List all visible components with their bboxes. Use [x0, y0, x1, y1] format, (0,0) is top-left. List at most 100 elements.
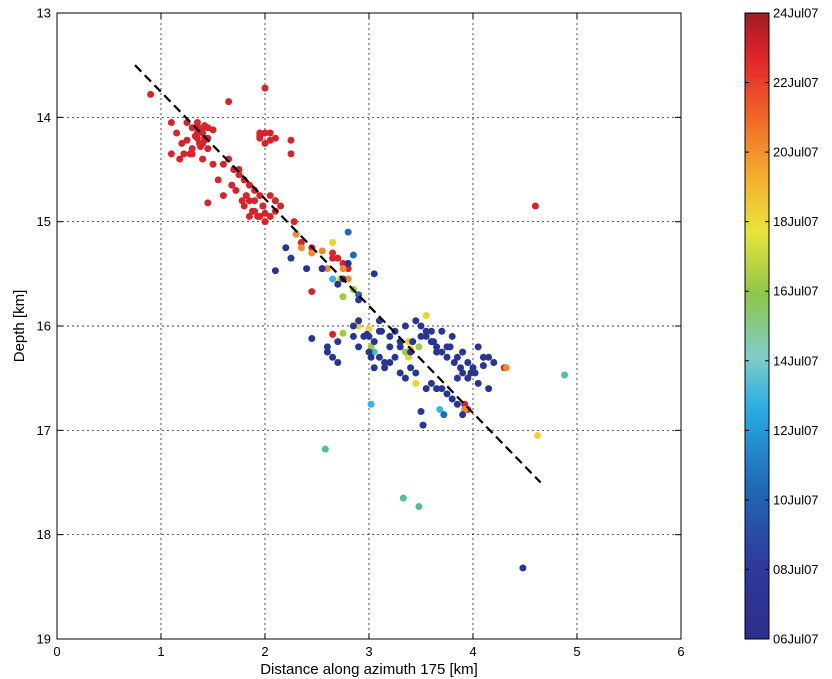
data-point	[308, 249, 316, 257]
data-point	[334, 338, 342, 346]
data-point	[318, 247, 326, 255]
point-group	[344, 228, 448, 419]
point-group	[271, 244, 527, 572]
y-tick-label: 15	[37, 214, 51, 229]
data-point	[261, 139, 269, 147]
data-point	[446, 343, 454, 351]
data-point	[485, 353, 493, 361]
data-point	[232, 186, 240, 194]
data-point	[287, 136, 295, 144]
data-point	[173, 129, 181, 137]
data-point	[349, 322, 357, 330]
data-point	[440, 411, 448, 419]
data-point	[401, 348, 409, 356]
data-point	[450, 359, 458, 367]
trend-line	[134, 64, 542, 484]
data-point	[370, 364, 378, 372]
x-tick-label: 1	[157, 644, 164, 659]
data-point	[261, 218, 269, 226]
data-point	[334, 254, 342, 262]
colorbar-label: 06Jul07	[773, 632, 819, 647]
data-point	[533, 432, 541, 440]
data-point	[209, 126, 217, 134]
data-point	[271, 197, 279, 205]
y-axis-label: Depth [km]	[11, 290, 28, 363]
data-point	[344, 259, 352, 267]
data-point	[561, 371, 569, 379]
data-point	[249, 207, 257, 215]
data-point	[433, 385, 441, 393]
data-point	[412, 369, 420, 377]
data-point	[471, 369, 479, 377]
data-point	[204, 199, 212, 207]
colorbar-label: 18Jul07	[773, 214, 819, 229]
data-point	[323, 343, 331, 351]
data-point	[271, 267, 279, 275]
data-point	[261, 84, 269, 92]
data-point	[370, 338, 378, 346]
y-tick-label: 14	[37, 110, 51, 125]
data-point	[188, 150, 196, 158]
data-point	[329, 239, 337, 247]
data-point	[235, 171, 243, 179]
data-point	[339, 329, 347, 337]
data-point	[266, 192, 274, 200]
data-point	[245, 197, 253, 205]
data-point	[339, 259, 347, 267]
data-point	[396, 343, 404, 351]
data-point	[367, 353, 375, 361]
data-point	[329, 275, 337, 283]
colorbar-label: 08Jul07	[773, 562, 819, 577]
data-point	[427, 327, 435, 335]
data-point	[256, 132, 264, 140]
data-point	[308, 335, 316, 343]
data-point	[178, 139, 186, 147]
data-point	[415, 502, 423, 510]
point-group	[329, 275, 444, 413]
data-point	[334, 280, 342, 288]
data-point	[261, 129, 269, 137]
data-point	[386, 332, 394, 340]
data-point	[287, 150, 295, 158]
data-point	[329, 254, 337, 262]
data-point	[219, 160, 227, 168]
data-point	[433, 348, 441, 356]
data-point	[474, 379, 482, 387]
colorbar-labels: 06Jul07 08Jul07 10Jul07 12Jul07 14Jul07 16Jul…	[773, 6, 819, 647]
data-point	[266, 129, 274, 137]
data-point	[459, 348, 467, 356]
data-point	[422, 327, 430, 335]
data-point	[193, 119, 201, 127]
data-point	[459, 411, 467, 419]
data-point	[438, 348, 446, 356]
data-point	[256, 192, 264, 200]
y-tick-label: 16	[37, 319, 51, 334]
data-point	[303, 265, 311, 273]
data-point	[318, 265, 326, 273]
data-point	[271, 207, 279, 215]
data-point	[228, 181, 236, 189]
data-point	[219, 192, 227, 200]
data-point	[167, 119, 175, 127]
data-point	[519, 564, 527, 572]
data-point	[349, 332, 357, 340]
data-point	[245, 212, 253, 220]
data-point	[459, 369, 467, 377]
colorbar-label: 22Jul07	[773, 75, 819, 90]
data-point	[391, 353, 399, 361]
colorbar-ticks	[745, 12, 769, 640]
data-point	[245, 181, 253, 189]
colorbar-label: 10Jul07	[773, 492, 819, 507]
data-point	[479, 362, 487, 370]
data-point	[261, 209, 269, 217]
y-tick-label: 19	[37, 632, 51, 647]
data-point	[443, 390, 451, 398]
data-point	[474, 343, 482, 351]
data-point	[479, 353, 487, 361]
data-point	[381, 364, 389, 372]
data-point	[422, 385, 430, 393]
x-tick-label: 4	[469, 644, 476, 659]
data-point	[355, 317, 363, 325]
data-point	[386, 359, 394, 367]
data-point	[282, 244, 290, 252]
